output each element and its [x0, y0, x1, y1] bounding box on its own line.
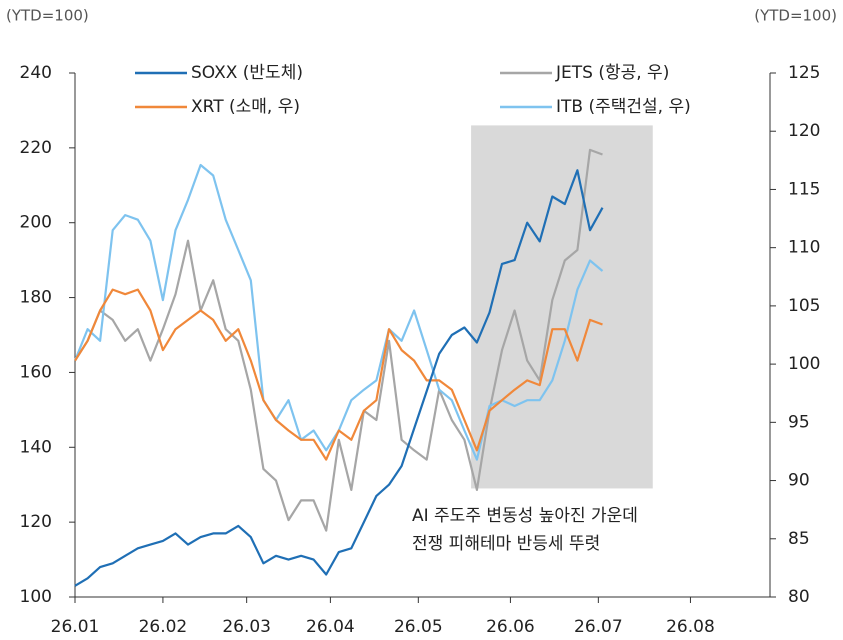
y2-tick-label: 105: [788, 296, 820, 316]
y2-tick-label: 90: [788, 471, 810, 491]
y2-tick-label: 100: [788, 354, 820, 374]
legend-label: XRT (소매, 우): [191, 97, 300, 117]
annotation: 전쟁 피해테마 반등세 뚜렷: [412, 534, 600, 554]
y-tick-label: 140: [20, 437, 52, 457]
y-axis-unit: (YTD=100): [6, 7, 89, 25]
y-tick-label: 200: [20, 213, 52, 233]
y2-tick-label: 80: [788, 587, 810, 607]
highlight-box: [471, 125, 653, 489]
y2-tick-label: 115: [788, 179, 820, 199]
x-tick-label: 26.02: [139, 617, 188, 637]
y2-tick-label: 110: [788, 238, 820, 258]
legend-label: JETS (항공, 우): [555, 63, 669, 83]
x-tick-label: 26.07: [574, 617, 623, 637]
y-tick-label: 220: [20, 138, 52, 158]
series-line: [74, 169, 604, 587]
x-tick-label: 26.05: [394, 617, 443, 637]
x-tick-label: 26.01: [51, 617, 100, 637]
y-tick-label: 180: [20, 288, 52, 308]
y-tick-label: 120: [20, 512, 52, 532]
y2-tick-label: 85: [788, 529, 810, 549]
annotation: AI 주도주 변동성 높아진 가운데: [412, 506, 638, 526]
y2-axis-unit: (YTD=100): [754, 7, 837, 25]
y2-tick-label: 125: [788, 63, 820, 83]
y2-tick-label: 120: [788, 121, 820, 141]
x-tick-label: 26.06: [486, 617, 535, 637]
series-line: [74, 148, 603, 532]
y-tick-label: 160: [20, 362, 52, 382]
x-tick-label: 26.08: [666, 617, 715, 637]
x-tick-label: 26.04: [306, 617, 355, 637]
series-line: [74, 288, 603, 461]
x-tick-label: 26.03: [222, 617, 271, 637]
y-tick-label: 240: [20, 63, 52, 83]
legend-label: ITB (주택건설, 우): [556, 97, 691, 117]
y-tick-label: 100: [20, 587, 52, 607]
y2-tick-label: 95: [788, 412, 810, 432]
legend-label: SOXX (반도체): [191, 63, 303, 83]
